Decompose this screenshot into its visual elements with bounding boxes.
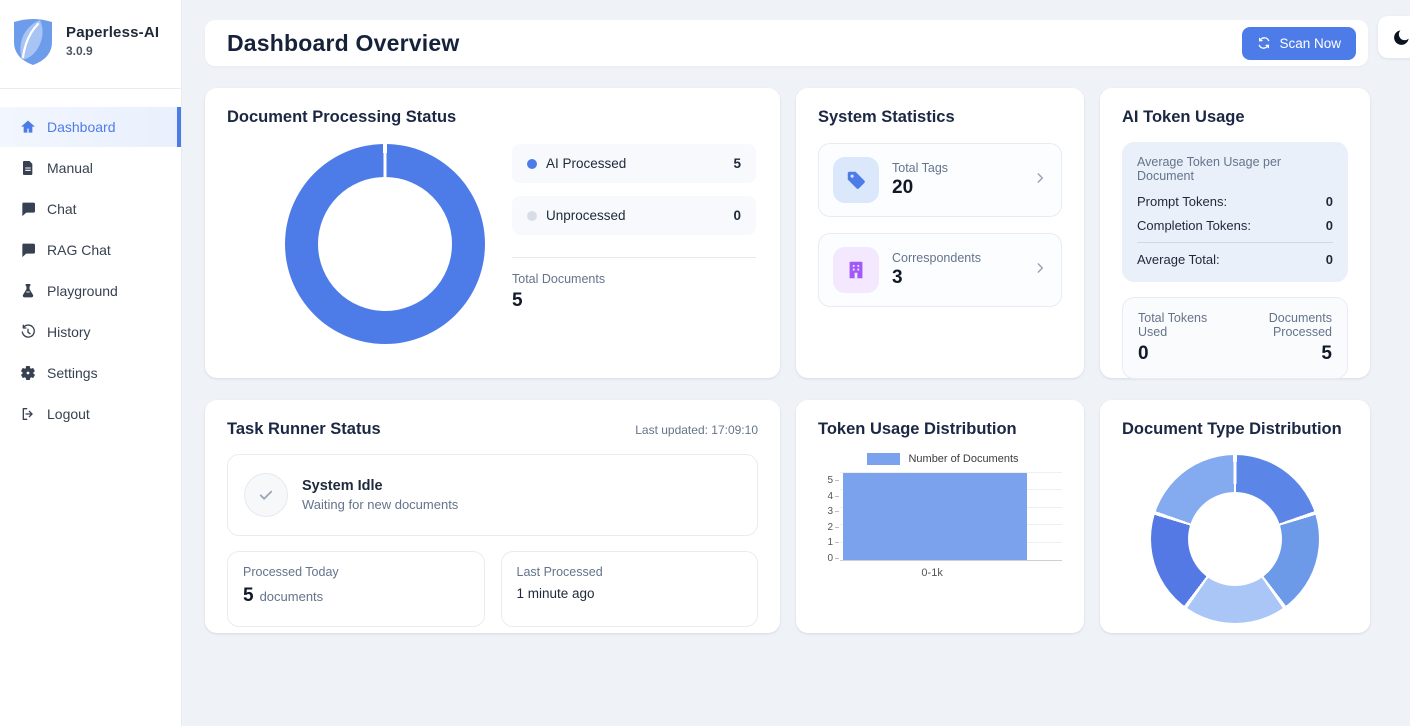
card-task-runner-status: Task Runner Status Last updated: 17:09:1… [205, 400, 780, 633]
dashboard-grid: Document Processing Status AI Processed … [205, 88, 1370, 633]
bar-chart-legend: Number of Documents [824, 453, 1062, 465]
total-documents-block: Total Documents 5 [512, 257, 756, 312]
doc-type-donut-chart [1151, 455, 1319, 623]
sidebar-item-label: Manual [47, 160, 93, 176]
app-name: Paperless-AI [66, 24, 160, 41]
tag-icon [833, 157, 879, 203]
divider [1137, 242, 1333, 243]
total-tokens-used-value: 0 [1138, 343, 1149, 364]
card-document-type-distribution: Document Type Distribution [1100, 400, 1370, 633]
check-icon [244, 473, 288, 517]
legend-dot [527, 158, 537, 169]
card-document-processing-status: Document Processing Status AI Processed … [205, 88, 780, 378]
last-processed-box: Last Processed 1 minute ago [500, 551, 758, 627]
sidebar-item-label: Playground [47, 283, 118, 299]
flask-icon [19, 283, 36, 300]
card-title: Document Processing Status [227, 108, 457, 126]
prompt-tokens-row: Prompt Tokens: 0 [1137, 194, 1333, 209]
chat-icon [19, 242, 36, 259]
sidebar-item-label: Dashboard [47, 119, 116, 135]
sidebar-item-label: Settings [47, 365, 98, 381]
sidebar-item-logout[interactable]: Logout [0, 394, 181, 434]
correspondents-value: 3 [892, 267, 903, 288]
total-tags-value: 20 [892, 177, 914, 198]
sidebar-divider [0, 88, 181, 89]
card-title: AI Token Usage [1122, 108, 1245, 126]
moon-icon [1392, 28, 1410, 47]
sidebar-item-label: Logout [47, 406, 90, 422]
processing-legend: AI Processed 5 Unprocessed 0 Total Docum… [512, 144, 756, 344]
card-ai-token-usage: AI Token Usage Average Token Usage per D… [1100, 88, 1370, 379]
home-icon [19, 119, 36, 136]
page-header: Dashboard Overview Scan Now [205, 20, 1368, 66]
page-title: Dashboard Overview [227, 29, 460, 56]
sidebar-item-dashboard[interactable]: Dashboard [0, 107, 181, 147]
completion-tokens-row: Completion Tokens: 0 [1137, 218, 1333, 233]
token-totals-panel: Total Tokens Used 0 Documents Processed … [1122, 297, 1348, 379]
legend-dot [527, 210, 537, 221]
dark-mode-toggle[interactable] [1378, 16, 1410, 58]
chevron-right-icon [1033, 261, 1047, 280]
sidebar-nav: Dashboard Manual Chat RAG Chat Playgroun… [0, 89, 181, 434]
history-icon [19, 324, 36, 341]
chevron-right-icon [1033, 171, 1047, 190]
card-token-usage-distribution: Token Usage Distribution Number of Docum… [796, 400, 1084, 633]
sidebar-item-playground[interactable]: Playground [0, 271, 181, 311]
refresh-icon [1257, 36, 1271, 50]
total-documents-value: 5 [512, 290, 523, 311]
sidebar-item-rag-chat[interactable]: RAG Chat [0, 230, 181, 270]
last-processed-value: 1 minute ago [516, 586, 595, 601]
bar-chart-plot-area [840, 472, 1062, 561]
sidebar-item-chat[interactable]: Chat [0, 189, 181, 229]
card-title: Token Usage Distribution [818, 420, 1017, 438]
average-total-row: Average Total: 0 [1137, 252, 1333, 267]
app-version: 3.0.9 [66, 44, 93, 58]
sidebar-item-label: Chat [47, 201, 77, 217]
last-updated-text: Last updated: 17:09:10 [635, 423, 758, 437]
card-system-statistics: System Statistics Total Tags 20 Cor [796, 88, 1084, 378]
x-axis-labels: 0-1k [921, 567, 943, 579]
legend-row-ai-processed: AI Processed 5 [512, 144, 756, 183]
stat-row-total-tags[interactable]: Total Tags 20 [818, 143, 1062, 217]
building-icon [833, 247, 879, 293]
logout-icon [19, 406, 36, 423]
processed-today-value: 5 [243, 585, 254, 606]
bar-0-1k [843, 473, 1028, 560]
scan-now-button[interactable]: Scan Now [1242, 26, 1356, 60]
documents-processed-value: 5 [1321, 343, 1332, 364]
sidebar: Paperless-AI 3.0.9 Dashboard Manual Chat [0, 0, 182, 726]
paperless-ai-logo-icon [10, 16, 56, 66]
legend-value: 0 [733, 208, 741, 223]
sidebar-item-label: RAG Chat [47, 242, 111, 258]
card-title: System Statistics [818, 108, 955, 126]
average-token-usage-panel: Average Token Usage per Document Prompt … [1122, 142, 1348, 282]
chat-icon [19, 201, 36, 218]
main-content: Dashboard Overview Scan Now Document Pro… [182, 0, 1410, 726]
legend-row-unprocessed: Unprocessed 0 [512, 196, 756, 235]
gear-icon [19, 365, 36, 382]
document-icon [19, 160, 36, 177]
sidebar-item-label: History [47, 324, 91, 340]
stat-row-correspondents[interactable]: Correspondents 3 [818, 233, 1062, 307]
sidebar-item-settings[interactable]: Settings [0, 353, 181, 393]
processing-donut-chart [285, 144, 485, 344]
sidebar-item-manual[interactable]: Manual [0, 148, 181, 188]
card-title: Document Type Distribution [1122, 420, 1342, 438]
sidebar-item-history[interactable]: History [0, 312, 181, 352]
legend-swatch [867, 453, 901, 465]
processed-today-box: Processed Today 5 documents [227, 551, 485, 627]
system-status-box: System Idle Waiting for new documents [227, 454, 758, 536]
logo-block: Paperless-AI 3.0.9 [0, 0, 181, 84]
legend-value: 5 [733, 156, 741, 171]
card-title: Task Runner Status [227, 420, 381, 438]
